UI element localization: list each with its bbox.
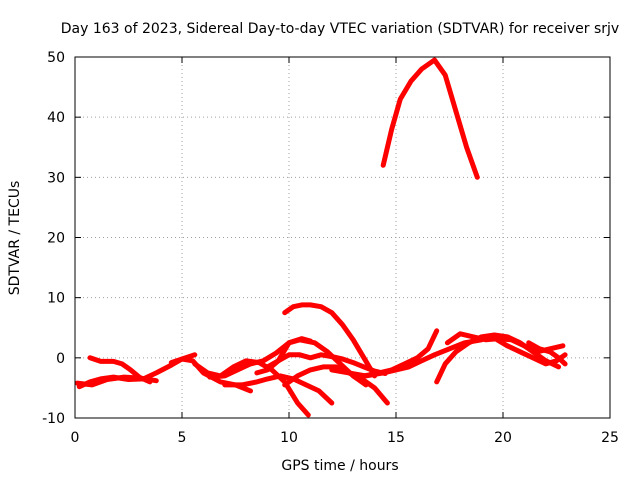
x-tick-label: 20	[494, 430, 512, 446]
x-tick-label: 25	[601, 430, 619, 446]
y-axis-label: SDTVAR / TECUs	[7, 181, 23, 296]
series-line-arc-4	[87, 355, 153, 385]
series-line-arc-15	[434, 332, 562, 385]
series-line-arc-14	[361, 328, 440, 379]
y-tick-label: 30	[47, 170, 65, 186]
x-tick-label: 10	[280, 430, 298, 446]
plot-area	[74, 57, 568, 418]
y-tick-label: 40	[47, 110, 65, 126]
chart-title: Day 163 of 2023, Sidereal Day-to-day VTE…	[61, 21, 619, 37]
series-line-arc-8	[222, 373, 335, 406]
y-tick-label: 0	[56, 351, 65, 367]
series-line-arc-12	[282, 302, 378, 379]
y-tick-label: 10	[47, 291, 65, 307]
series-line-arc-11	[282, 364, 390, 406]
y-tick-label: 50	[47, 50, 65, 66]
series-line-arc-18	[526, 340, 568, 367]
series-line-arc-17	[489, 334, 568, 367]
x-tick-label: 0	[71, 430, 80, 446]
series-line-arc-1	[380, 57, 480, 180]
y-tick-label: 20	[47, 231, 65, 247]
axis-ticks: 0 5 10 15 20 25 -10 0 10 20 30 40 50	[42, 50, 619, 446]
series-line-arc-13	[329, 337, 485, 379]
series-line-arc-10	[265, 352, 388, 376]
x-tick-label: 5	[178, 430, 187, 446]
x-axis-label: GPS time / hours	[281, 458, 398, 474]
y-tick-label: -10	[42, 411, 65, 427]
x-tick-label: 15	[387, 430, 405, 446]
